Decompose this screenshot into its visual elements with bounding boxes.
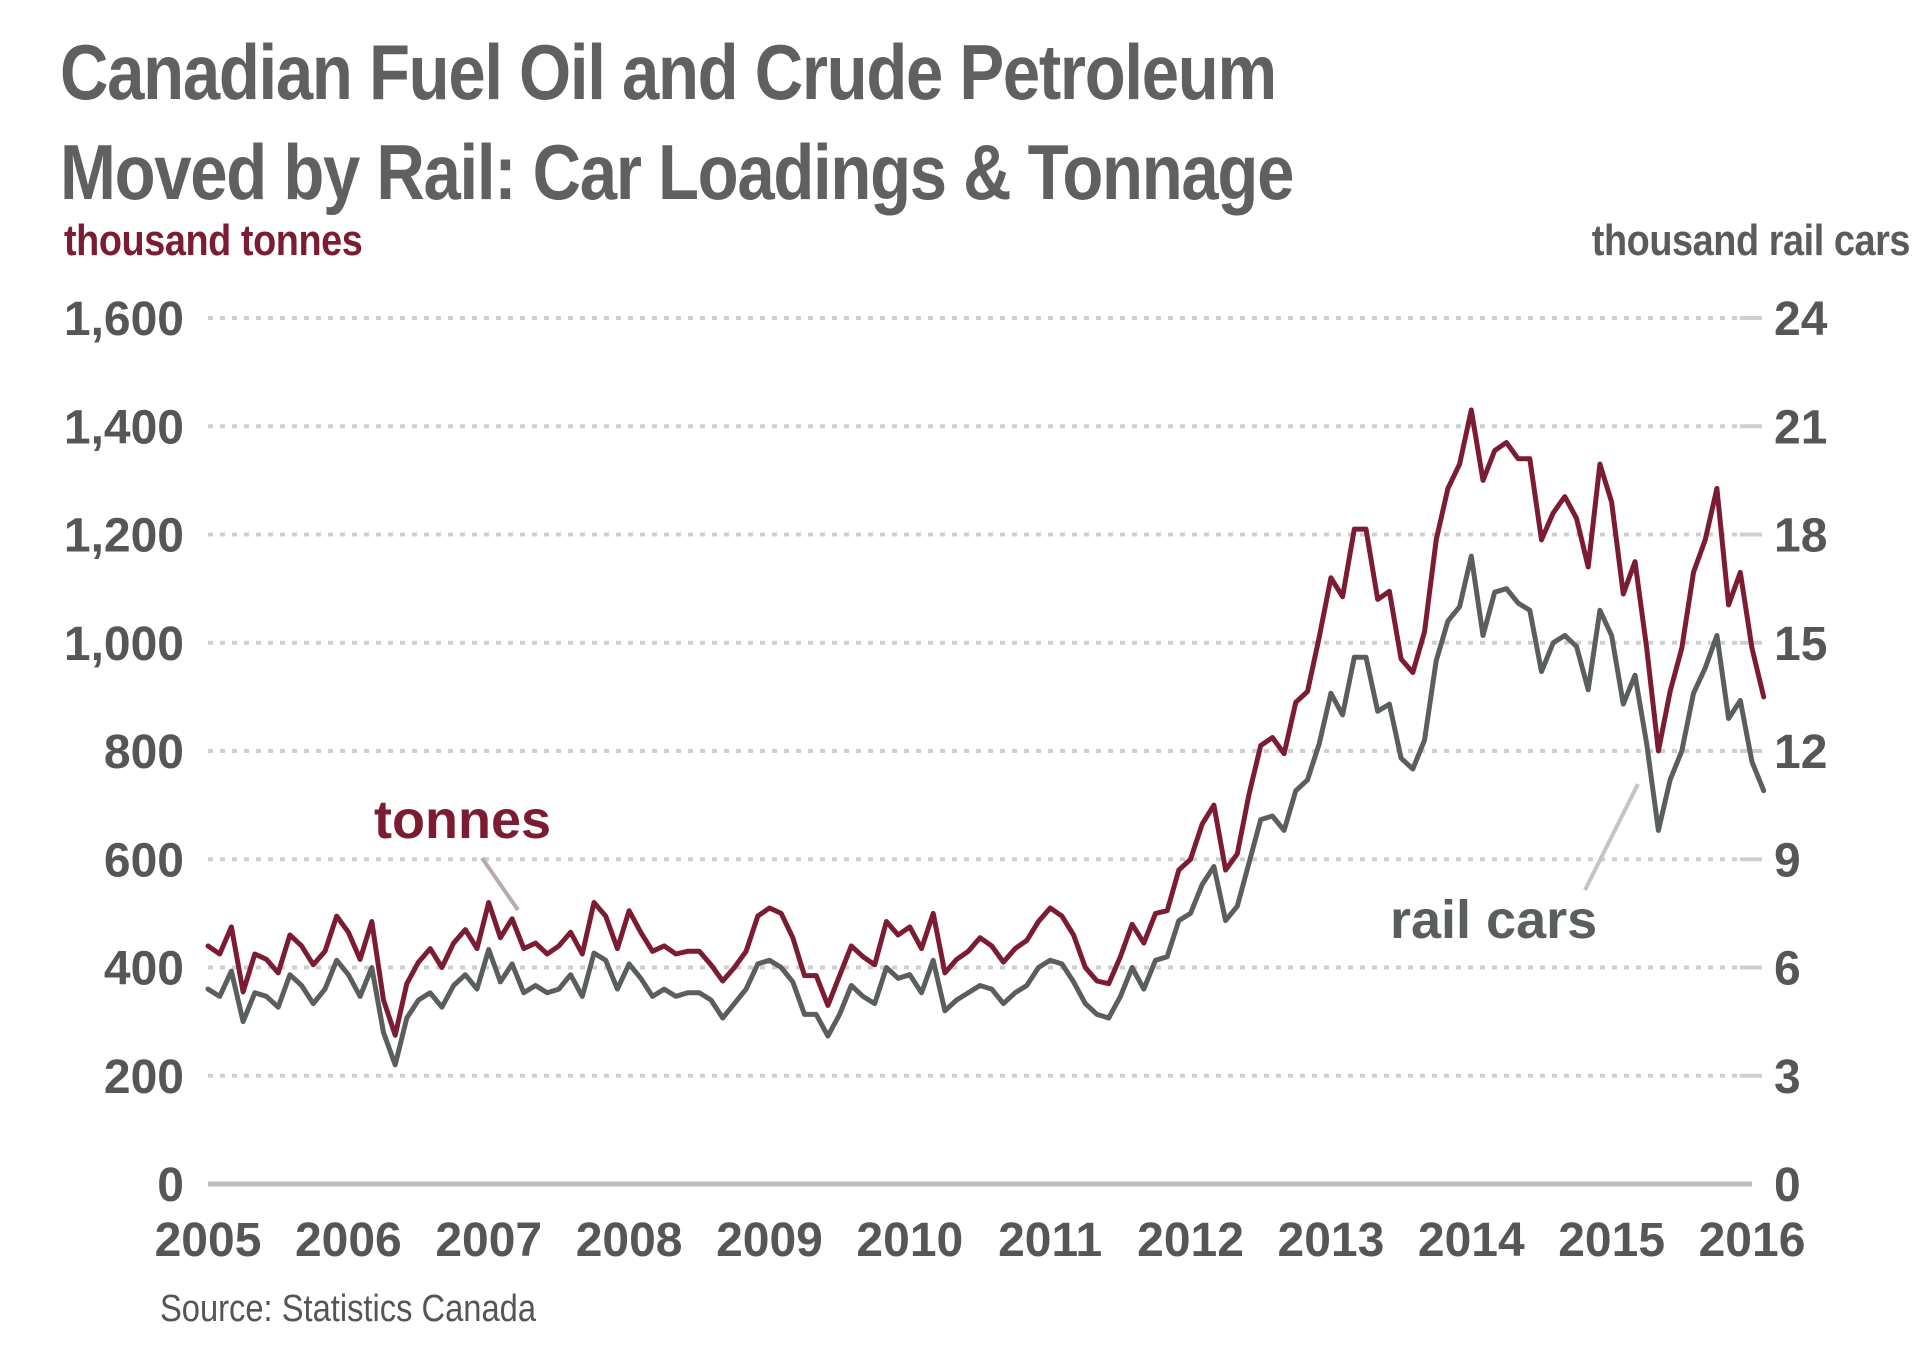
left-tick-label: 0 (157, 1159, 184, 1212)
x-tick-label: 2005 (155, 1214, 262, 1267)
rail-cars-leader-line (1583, 783, 1640, 891)
tonnes-annotation: tonnes (374, 790, 551, 850)
right-tick-label: 12 (1774, 726, 1827, 779)
right-tick-label: 9 (1774, 834, 1801, 887)
right-tick-label: 21 (1774, 401, 1827, 454)
right-tick-label: 18 (1774, 510, 1827, 563)
left-tick-label: 1,000 (64, 618, 184, 671)
x-tick-label: 2010 (856, 1214, 963, 1267)
x-tick-label: 2013 (1278, 1214, 1385, 1267)
x-axis-ticks: 2005 2006 2007 2008 2009 2010 2011 2012 2013 2014… (155, 1214, 1806, 1267)
series-line-tonnes (205, 407, 1767, 1038)
left-tick-label: 600 (104, 834, 184, 887)
left-tick-label: 1,600 (64, 293, 184, 346)
left-tick-label: 1,400 (64, 401, 184, 454)
right-axis-ticks: 0 3 6 9 12 15 18 21 24 (1774, 293, 1828, 1212)
x-tick-label: 2011 (998, 1214, 1102, 1267)
left-axis-unit-label: thousand tonnes (64, 216, 363, 265)
right-tick-label: 6 (1774, 943, 1801, 996)
gridlines (208, 316, 1762, 1187)
x-tick-label: 2007 (435, 1214, 542, 1267)
x-tick-label: 2008 (576, 1214, 683, 1267)
tonnes-leader-line (480, 856, 520, 912)
right-tick-label: 3 (1774, 1051, 1801, 1104)
left-tick-label: 800 (104, 726, 184, 779)
chart-title-line-2: Moved by Rail: Car Loadings & Tonnage (60, 128, 1294, 216)
x-tick-label: 2014 (1418, 1214, 1525, 1267)
x-tick-label: 2016 (1699, 1214, 1806, 1267)
rail-cars-annotation: rail cars (1390, 890, 1597, 950)
left-tick-label: 400 (104, 943, 184, 996)
x-tick-label: 2015 (1558, 1214, 1665, 1267)
series-lines (205, 407, 1767, 1068)
left-tick-label: 1,200 (64, 510, 184, 563)
source-note: Source: Statistics Canada (160, 1288, 537, 1330)
series-annotations: tonnes rail cars (374, 783, 1640, 950)
x-tick-label: 2009 (716, 1214, 823, 1267)
x-tick-label: 2012 (1137, 1214, 1244, 1267)
right-tick-label: 0 (1774, 1159, 1801, 1212)
series-line-rail-cars (205, 553, 1767, 1068)
chart-title-line-1: Canadian Fuel Oil and Crude Petroleum (60, 28, 1277, 116)
x-tick-label: 2006 (295, 1214, 402, 1267)
right-tick-label: 24 (1774, 293, 1828, 346)
chart-title: Canadian Fuel Oil and Crude Petroleum Mo… (60, 22, 1294, 222)
left-axis-ticks: 0 200 400 600 800 1,000 1,200 1,400 1,600 (64, 293, 184, 1212)
left-tick-label: 200 (104, 1051, 184, 1104)
right-axis-unit-label: thousand rail cars (1591, 216, 1911, 265)
right-tick-label: 15 (1774, 618, 1827, 671)
